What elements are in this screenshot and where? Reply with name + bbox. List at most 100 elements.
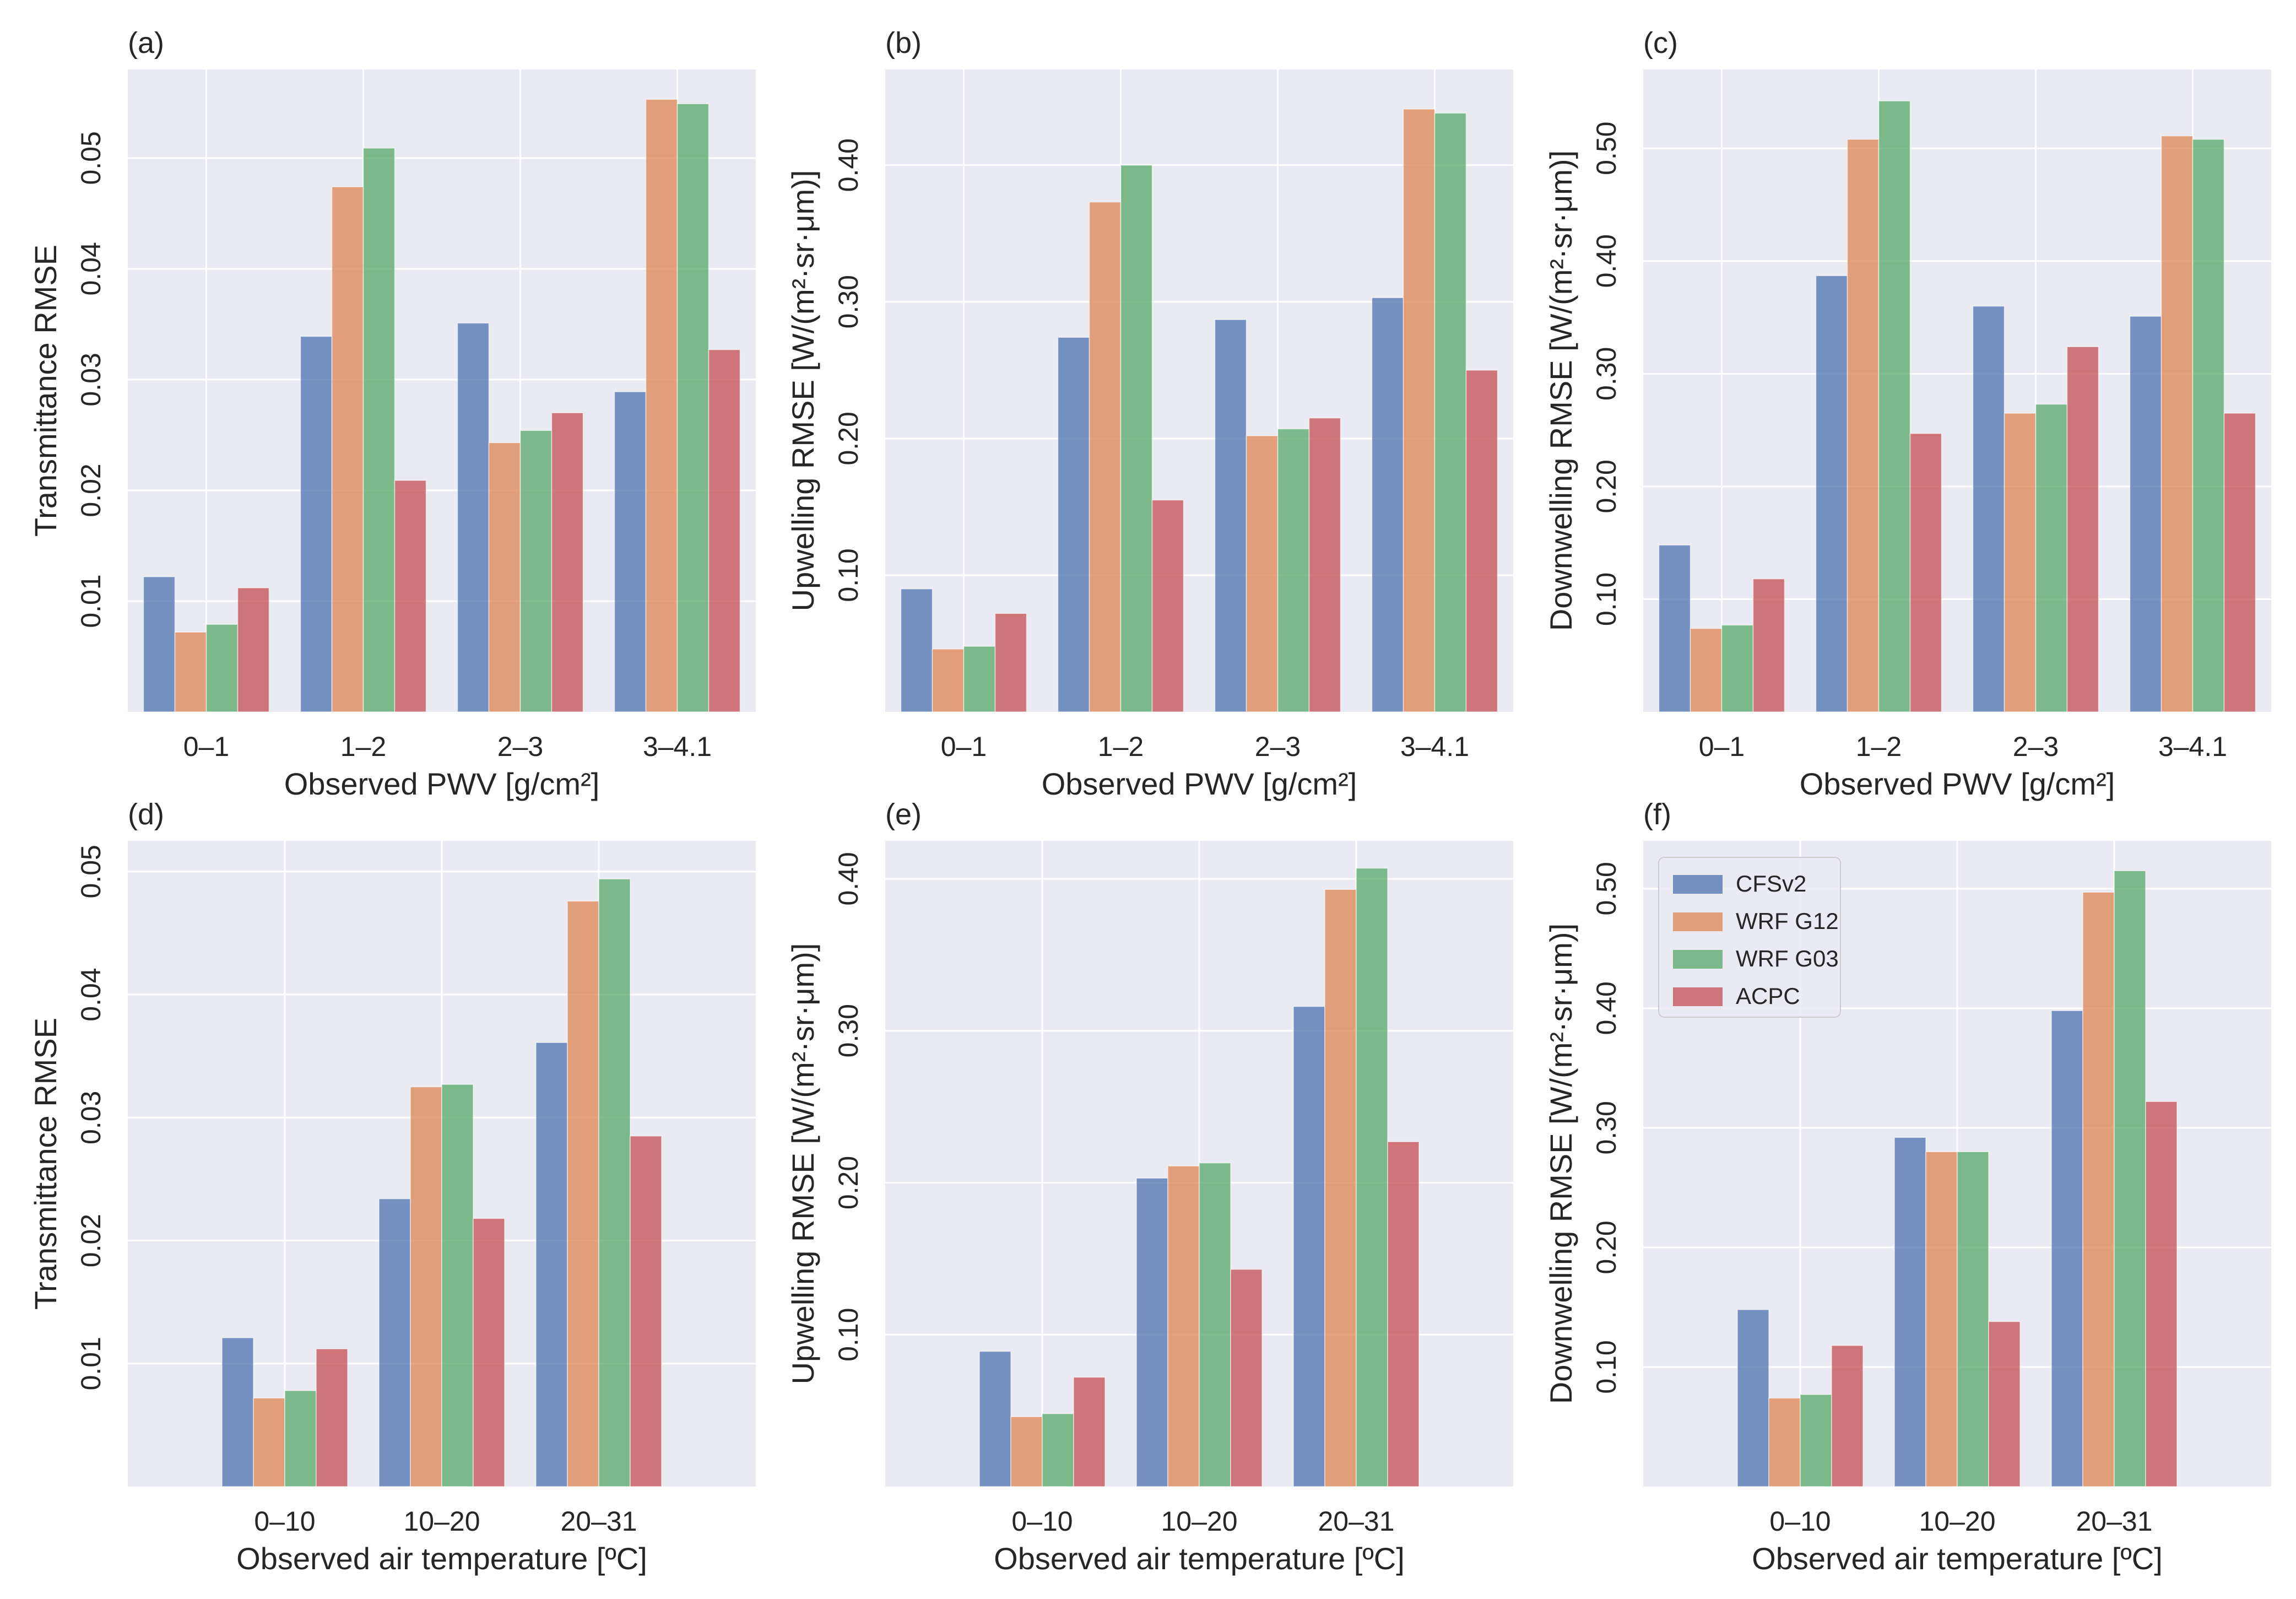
bar-cfsv2 [300, 336, 333, 712]
x-tick-label: 2–3 [1255, 731, 1301, 762]
bar-wrf-g03 [1434, 112, 1467, 712]
y-tick-label: 0.03 [75, 1091, 106, 1144]
bar-acpc [1752, 578, 1785, 712]
x-tick-label: 2–3 [2013, 731, 2059, 762]
bar-wrf-g12 [932, 649, 965, 712]
bar-wrf-g03 [1721, 624, 1754, 712]
bar-wrf-g12 [1246, 435, 1279, 712]
x-axis-label: Observed PWV [g/cm²] [284, 766, 600, 801]
x-tick-label: 0–1 [183, 731, 229, 762]
bar-cfsv2 [1371, 297, 1404, 712]
bar-acpc [2223, 413, 2256, 712]
y-tick-label: 0.30 [1591, 347, 1622, 401]
y-tick-label: 0.20 [833, 1156, 864, 1209]
bar-wrf-g03 [2192, 139, 2225, 712]
y-tick-label: 0.30 [1591, 1101, 1622, 1154]
y-tick-label: 0.01 [75, 1337, 106, 1390]
y-axis-label: Upwelling RMSE [W/(m²·sr·μm)] [786, 170, 820, 612]
bar-cfsv2 [2129, 316, 2162, 712]
bar-acpc [1909, 433, 1942, 712]
y-tick-label: 0.30 [833, 1004, 864, 1057]
bar-cfsv2 [378, 1198, 411, 1487]
bar-acpc [551, 412, 584, 712]
x-tick-label: 0–10 [1011, 1506, 1073, 1537]
bar-cfsv2 [979, 1350, 1011, 1487]
bar-wrf-g03 [284, 1390, 317, 1487]
bar-cfsv2 [1293, 1006, 1325, 1487]
y-tick-label: 0.20 [1591, 460, 1622, 513]
bar-wrf-g03 [205, 624, 239, 712]
x-axis-label: Observed air temperature [ºC] [236, 1541, 647, 1576]
bar-wrf-g12 [253, 1397, 285, 1487]
x-tick-label: 1–2 [340, 731, 386, 762]
legend-label: WRF G03 [1736, 946, 1839, 971]
y-tick-label: 0.40 [1591, 981, 1622, 1035]
bar-wrf-g12 [1167, 1165, 1200, 1487]
y-tick-label: 0.10 [833, 1308, 864, 1362]
x-tick-label: 2–3 [497, 731, 543, 762]
chart-panel: 0.01 0.02 0.03 0.04 0.05 0–10 10–20 20–31 Observ… [28, 798, 756, 1576]
bar-cfsv2 [2051, 1010, 2083, 1487]
bar-wrf-g03 [963, 646, 996, 712]
y-tick-label: 0.30 [833, 275, 864, 328]
legend-swatch [1673, 875, 1723, 894]
x-tick-label: 3–4.1 [2158, 731, 2227, 762]
bar-acpc [473, 1218, 505, 1487]
bar-wrf-g03 [441, 1084, 474, 1487]
bar-cfsv2 [1972, 305, 2005, 712]
x-tick-label: 3–4.1 [643, 731, 712, 762]
y-tick-label: 0.50 [1591, 122, 1622, 175]
bar-wrf-g03 [1042, 1413, 1074, 1487]
y-tick-label: 0.05 [75, 845, 106, 898]
y-axis-label: Downwelling RMSE [W/(m²·sr·μm)] [1544, 150, 1578, 631]
x-tick-label: 0–10 [1769, 1506, 1831, 1537]
bar-cfsv2 [900, 588, 933, 712]
bar-acpc [1465, 370, 1498, 712]
x-axis-label: Observed PWV [g/cm²] [1042, 766, 1357, 801]
x-tick-label: 0–1 [1699, 731, 1745, 762]
bar-wrf-g12 [567, 900, 599, 1487]
chart-panel: 0.10 0.20 0.30 0.40 0.50 0–10 10–20 20–31 Observ… [1544, 798, 2271, 1576]
y-tick-label: 0.20 [1591, 1220, 1622, 1274]
bar-wrf-g03 [519, 430, 553, 712]
bar-wrf-g12 [2082, 892, 2115, 1487]
bar-wrf-g12 [1925, 1151, 1958, 1487]
bar-acpc [1387, 1141, 1420, 1487]
x-tick-label: 3–4.1 [1400, 731, 1469, 762]
y-tick-label: 0.04 [75, 968, 106, 1021]
chart-panel: 0.10 0.20 0.30 0.40 0–10 10–20 20–31 Observed a… [786, 798, 1513, 1576]
bar-acpc [237, 587, 270, 712]
bar-cfsv2 [1815, 275, 1848, 712]
bar-wrf-g12 [488, 442, 521, 712]
bar-cfsv2 [221, 1337, 254, 1487]
y-tick-label: 0.05 [75, 131, 106, 185]
legend-label: WRF G12 [1736, 908, 1839, 934]
bar-wrf-g03 [1120, 164, 1153, 712]
bar-acpc [1151, 499, 1184, 712]
y-tick-label: 0.01 [75, 574, 106, 628]
bar-wrf-g12 [331, 186, 364, 712]
bar-cfsv2 [457, 322, 490, 712]
bar-acpc [708, 349, 741, 712]
y-tick-label: 0.40 [1591, 234, 1622, 288]
y-tick-label: 0.02 [75, 463, 106, 517]
x-tick-label: 0–10 [254, 1506, 315, 1537]
bar-wrf-g12 [1010, 1416, 1043, 1487]
panel-label: (b) [885, 26, 922, 60]
y-tick-label: 0.10 [1591, 572, 1622, 626]
bar-wrf-g03 [2035, 403, 2068, 712]
legend-swatch [1673, 987, 1723, 1006]
y-tick-label: 0.20 [833, 412, 864, 465]
panel-label: (f) [1643, 798, 1671, 831]
bar-acpc [994, 613, 1027, 712]
bar-acpc [394, 480, 427, 712]
bar-wrf-g12 [174, 631, 207, 712]
bar-acpc [2066, 346, 2099, 712]
bar-wrf-g03 [2114, 870, 2146, 1487]
y-tick-label: 0.03 [75, 353, 106, 406]
bar-wrf-g03 [1356, 867, 1388, 1487]
x-tick-label: 10–20 [1161, 1506, 1237, 1537]
y-tick-label: 0.04 [75, 242, 106, 295]
bar-wrf-g12 [1324, 889, 1357, 1487]
